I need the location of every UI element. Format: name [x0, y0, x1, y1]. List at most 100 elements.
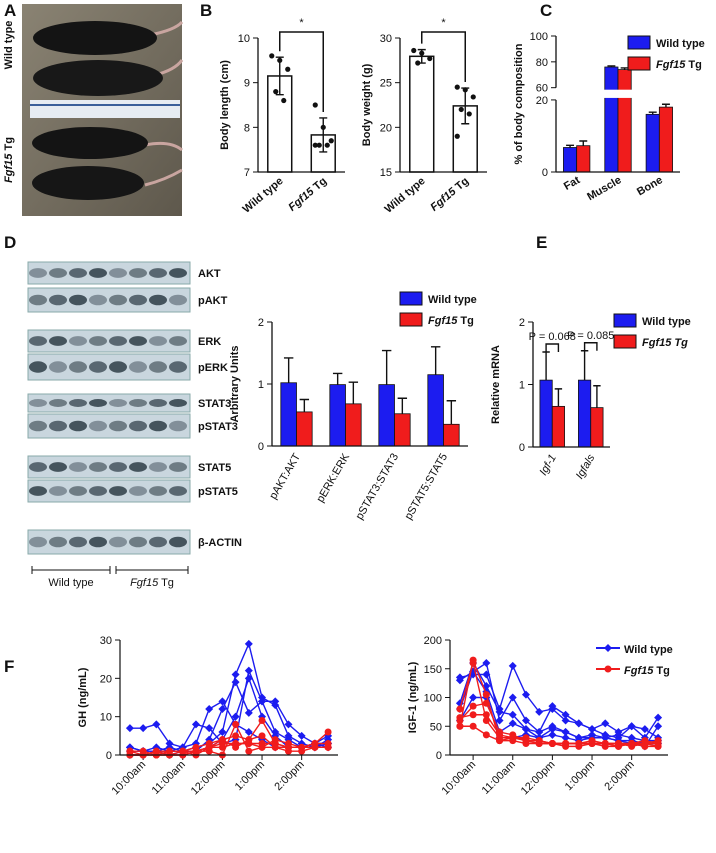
- blot-band: [109, 361, 127, 373]
- circle-marker: [614, 740, 622, 747]
- diamond-marker: [482, 659, 491, 667]
- data-point: [320, 124, 326, 130]
- diamond-marker: [205, 724, 214, 733]
- blot-band: [129, 268, 147, 278]
- blot-band: [109, 294, 127, 306]
- diamond-marker: [640, 725, 649, 734]
- legend-swatch: [399, 312, 423, 327]
- series-line: [129, 641, 329, 752]
- error-bar: [299, 398, 310, 412]
- blot-band: [69, 536, 87, 548]
- series-line: [459, 661, 659, 745]
- bar: [551, 405, 565, 448]
- circle-marker: [522, 737, 530, 745]
- blot-band: [69, 486, 87, 496]
- x-tick-label: pSTAT3:STAT3: [354, 452, 402, 522]
- y-tick-label: 0: [258, 441, 264, 453]
- blot-band: [29, 399, 47, 407]
- diamond-marker: [152, 720, 161, 729]
- blot-band: [149, 462, 167, 472]
- diamond-marker: [258, 697, 267, 706]
- diamond-marker: [508, 661, 517, 670]
- legend-label: Wild type: [624, 644, 673, 656]
- blot-band: [69, 420, 87, 432]
- error-bar: [607, 65, 616, 68]
- blot-band: [129, 399, 147, 407]
- error-bar: [283, 357, 294, 383]
- circle-marker: [245, 747, 253, 755]
- diamond-marker: [604, 644, 612, 652]
- circle-marker: [562, 740, 570, 747]
- y-axis-title: Arbitrary Units: [229, 345, 241, 422]
- blot-label: STAT3: [198, 398, 231, 410]
- error-bar: [566, 144, 575, 148]
- blot-band: [49, 462, 67, 472]
- diamond-marker: [548, 702, 557, 711]
- diamond-marker: [561, 716, 570, 725]
- blot-band: [49, 336, 67, 346]
- blot-band: [149, 268, 167, 278]
- x-tick-label: 10:00am: [439, 759, 478, 798]
- circle-marker: [604, 665, 612, 673]
- x-tick-label: Fat: [562, 174, 583, 193]
- blot-band: [69, 399, 87, 407]
- y-axis-title: Body length (cm): [219, 60, 231, 150]
- data-point: [454, 133, 460, 139]
- blot-band: [129, 361, 147, 373]
- data-point: [328, 138, 334, 144]
- blot-band: [109, 268, 127, 278]
- diamond-marker: [654, 722, 663, 731]
- series-line: [459, 670, 659, 742]
- y-tick-label: 1: [519, 380, 525, 392]
- y-tick-label: 1: [258, 379, 264, 391]
- diamond-marker: [627, 722, 636, 731]
- circle-marker: [588, 740, 596, 747]
- data-point: [269, 53, 275, 59]
- blot-band: [89, 361, 107, 373]
- blot-band: [29, 420, 47, 432]
- data-point: [466, 111, 472, 117]
- diamond-marker: [535, 728, 544, 736]
- error-bar: [319, 117, 328, 153]
- diamond-marker: [469, 693, 478, 702]
- x-tick-label: Igf-1: [537, 453, 558, 478]
- blot-label: AKT: [198, 268, 221, 280]
- significance-mark: *: [441, 17, 446, 29]
- diamond-marker: [508, 693, 517, 702]
- diamond-marker: [218, 705, 227, 713]
- y-tick-label: 10: [238, 33, 250, 45]
- circle-marker: [192, 747, 200, 755]
- diamond-marker: [561, 728, 570, 736]
- data-point: [470, 94, 476, 100]
- diamond-marker: [521, 716, 530, 725]
- significance-mark: *: [299, 17, 304, 29]
- series-line: [459, 660, 659, 748]
- legend-label: Wild type: [642, 316, 691, 328]
- diamond-marker: [574, 719, 583, 728]
- y-tick-label: 60: [536, 83, 548, 95]
- axis-break: [557, 89, 681, 98]
- diamond-marker: [218, 697, 227, 706]
- bar: [578, 379, 592, 448]
- diamond-marker: [601, 719, 610, 728]
- blot-band: [109, 462, 127, 472]
- p-value: P = 0.068: [529, 331, 576, 343]
- blot-band: [149, 536, 167, 548]
- y-axis-title: IGF-1 (ng/mL): [407, 661, 419, 733]
- y-tick-label: 0: [436, 750, 442, 762]
- blot-band: [29, 268, 47, 278]
- x-tick-label: 2:00pm: [272, 759, 306, 793]
- legend-swatch: [399, 291, 423, 306]
- photo-label: Fgf15 Tg: [3, 137, 15, 183]
- panel-letter: F: [4, 657, 14, 676]
- circle-marker: [641, 740, 649, 747]
- circle-marker: [509, 734, 517, 742]
- bar: [563, 147, 578, 173]
- mouse-photo: [22, 4, 184, 216]
- circle-marker: [324, 743, 332, 751]
- diamond-marker: [521, 690, 530, 699]
- y-tick-label: 20: [536, 95, 548, 107]
- blot-band: [109, 486, 127, 496]
- blot-band: [169, 420, 187, 432]
- bar: [590, 407, 604, 448]
